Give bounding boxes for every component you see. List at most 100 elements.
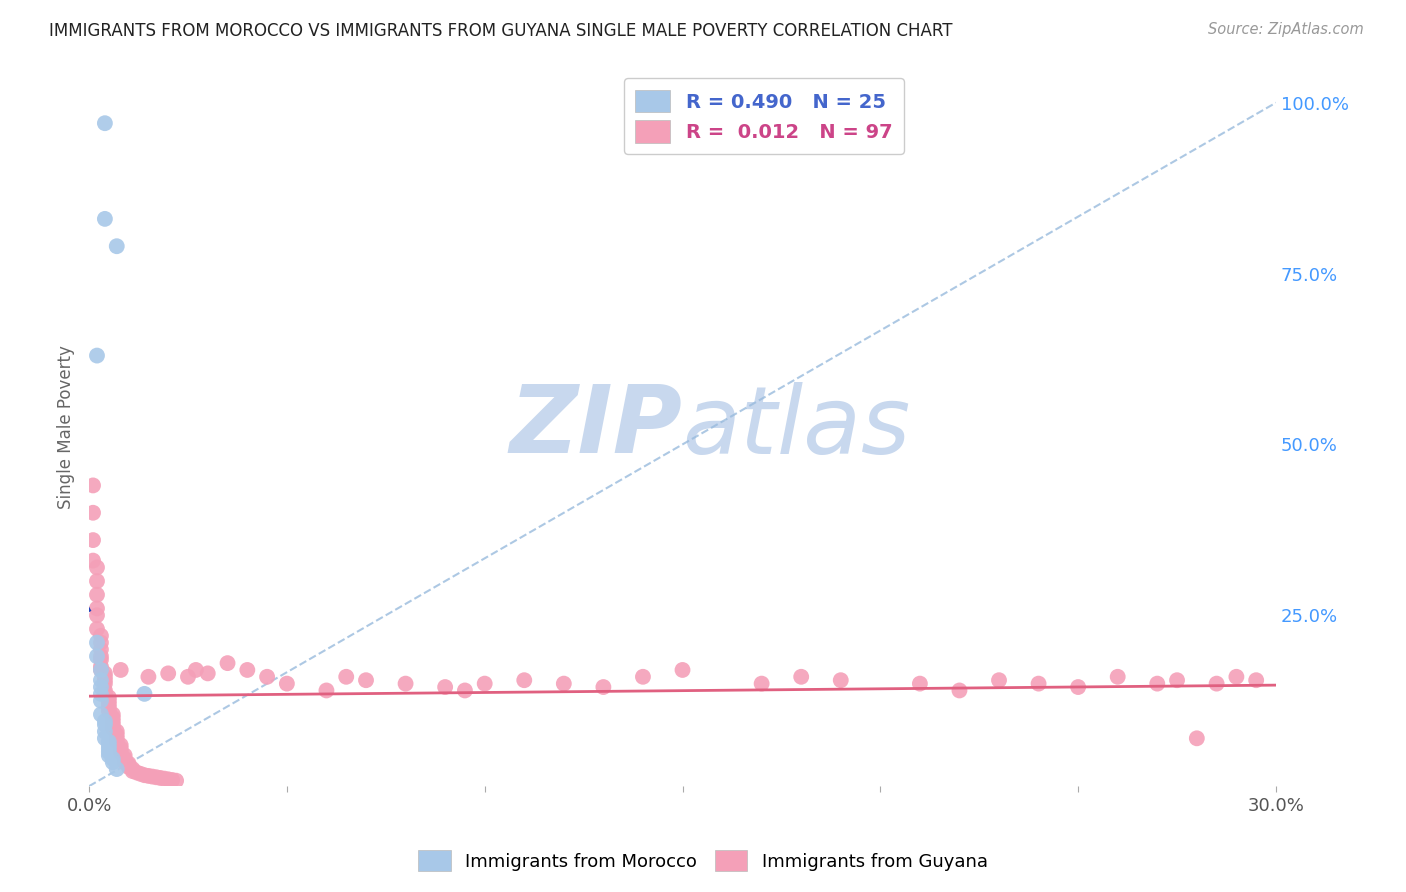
Point: [125, 765, 148, 780]
Point: [82, 533, 104, 547]
Point: [121, 762, 143, 776]
Point: [1185, 731, 1208, 746]
Point: [197, 666, 219, 681]
Point: [149, 771, 172, 785]
Y-axis label: Single Male Poverty: Single Male Poverty: [58, 345, 75, 509]
Point: [94, 670, 117, 684]
Point: [110, 738, 132, 752]
Point: [177, 670, 200, 684]
Point: [105, 735, 128, 749]
Point: [86, 635, 108, 649]
Point: [354, 673, 377, 688]
Point: [157, 772, 180, 787]
Point: [592, 680, 614, 694]
Point: [90, 663, 112, 677]
Point: [97, 700, 120, 714]
Point: [86, 622, 108, 636]
Point: [138, 769, 160, 783]
Point: [97, 735, 120, 749]
Point: [434, 680, 457, 694]
Point: [790, 670, 813, 684]
Point: [141, 770, 163, 784]
Point: [1244, 673, 1267, 688]
Point: [145, 770, 167, 784]
Point: [94, 731, 117, 746]
Text: atlas: atlas: [682, 382, 911, 473]
Point: [315, 683, 337, 698]
Point: [114, 756, 136, 770]
Point: [94, 666, 117, 681]
Point: [94, 673, 117, 688]
Point: [110, 745, 132, 759]
Point: [134, 687, 156, 701]
Point: [97, 694, 120, 708]
Point: [94, 683, 117, 698]
Point: [86, 574, 108, 588]
Point: [86, 560, 108, 574]
Point: [86, 588, 108, 602]
Point: [276, 676, 298, 690]
Point: [94, 676, 117, 690]
Legend: Immigrants from Morocco, Immigrants from Guyana: Immigrants from Morocco, Immigrants from…: [411, 843, 995, 879]
Point: [94, 714, 117, 729]
Point: [1225, 670, 1247, 684]
Point: [217, 656, 239, 670]
Point: [117, 756, 139, 771]
Point: [90, 642, 112, 657]
Legend: R = 0.490   N = 25, R =  0.012   N = 97: R = 0.490 N = 25, R = 0.012 N = 97: [624, 78, 904, 154]
Point: [90, 649, 112, 664]
Point: [90, 673, 112, 688]
Point: [105, 731, 128, 746]
Point: [82, 553, 104, 567]
Point: [105, 728, 128, 742]
Point: [86, 608, 108, 623]
Point: [117, 760, 139, 774]
Point: [153, 772, 176, 786]
Point: [90, 659, 112, 673]
Text: Source: ZipAtlas.com: Source: ZipAtlas.com: [1208, 22, 1364, 37]
Point: [157, 666, 180, 681]
Point: [94, 211, 117, 226]
Point: [1166, 673, 1188, 688]
Point: [82, 478, 104, 492]
Point: [114, 753, 136, 767]
Point: [97, 748, 120, 763]
Point: [114, 752, 136, 766]
Point: [94, 717, 117, 731]
Point: [236, 663, 259, 677]
Point: [86, 601, 108, 615]
Point: [82, 506, 104, 520]
Point: [94, 116, 117, 130]
Point: [114, 748, 136, 763]
Point: [165, 773, 187, 788]
Point: [129, 767, 152, 781]
Point: [86, 649, 108, 664]
Point: [454, 683, 477, 698]
Point: [631, 670, 654, 684]
Point: [335, 670, 357, 684]
Text: IMMIGRANTS FROM MOROCCO VS IMMIGRANTS FROM GUYANA SINGLE MALE POVERTY CORRELATIO: IMMIGRANTS FROM MOROCCO VS IMMIGRANTS FR…: [49, 22, 953, 40]
Point: [1028, 676, 1050, 690]
Point: [948, 683, 970, 698]
Point: [1146, 676, 1168, 690]
Point: [553, 676, 575, 690]
Point: [105, 762, 128, 776]
Point: [90, 694, 112, 708]
Point: [138, 670, 160, 684]
Point: [86, 349, 108, 363]
Point: [1205, 676, 1227, 690]
Point: [97, 738, 120, 752]
Point: [90, 680, 112, 694]
Point: [105, 239, 128, 253]
Point: [830, 673, 852, 688]
Point: [117, 758, 139, 772]
Point: [671, 663, 693, 677]
Point: [908, 676, 931, 690]
Point: [1067, 680, 1090, 694]
Point: [101, 714, 124, 729]
Point: [101, 721, 124, 735]
Point: [101, 717, 124, 731]
Point: [97, 704, 120, 718]
Point: [94, 724, 117, 739]
Point: [101, 756, 124, 770]
